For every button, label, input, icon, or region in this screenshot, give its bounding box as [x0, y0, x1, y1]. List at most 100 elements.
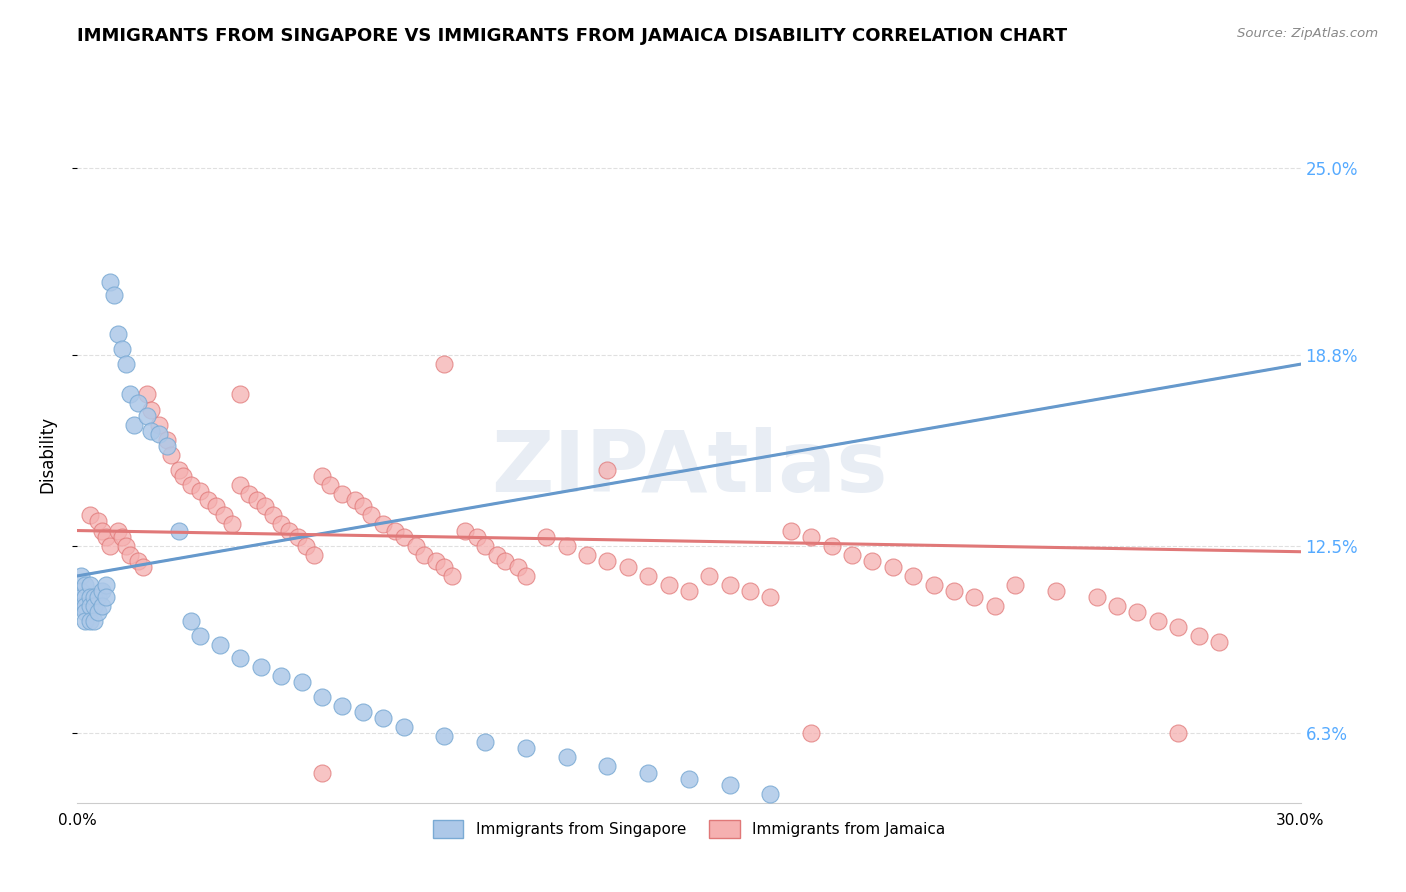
- Point: [384, 524, 406, 538]
- Point: [139, 402, 162, 417]
- Point: [800, 530, 823, 544]
- Point: [515, 569, 537, 583]
- Point: [75, 605, 97, 619]
- Point: [139, 424, 162, 438]
- Point: [83, 615, 105, 629]
- Point: [156, 433, 179, 447]
- Point: [474, 539, 496, 553]
- Point: [188, 629, 211, 643]
- Point: [821, 539, 844, 553]
- Point: [922, 578, 945, 592]
- Point: [250, 659, 273, 673]
- Point: [759, 590, 782, 604]
- Point: [79, 615, 101, 629]
- Point: [148, 417, 170, 432]
- Point: [311, 469, 333, 483]
- Point: [270, 517, 292, 532]
- Point: [862, 554, 884, 568]
- Point: [169, 524, 191, 538]
- Point: [111, 530, 134, 544]
- Point: [1167, 726, 1189, 740]
- Point: [90, 599, 112, 614]
- Point: [433, 357, 456, 371]
- Point: [94, 590, 117, 604]
- Point: [759, 787, 782, 801]
- Point: [1045, 584, 1067, 599]
- Point: [1085, 590, 1108, 604]
- Point: [135, 409, 157, 423]
- Point: [903, 569, 925, 583]
- Point: [115, 357, 138, 371]
- Text: IMMIGRANTS FROM SINGAPORE VS IMMIGRANTS FROM JAMAICA DISABILITY CORRELATION CHAR: IMMIGRANTS FROM SINGAPORE VS IMMIGRANTS …: [77, 27, 1067, 45]
- Point: [111, 342, 134, 356]
- Point: [120, 548, 142, 562]
- Point: [127, 554, 149, 568]
- Point: [441, 569, 464, 583]
- Point: [1126, 605, 1149, 619]
- Point: [405, 539, 427, 553]
- Point: [506, 559, 529, 574]
- Point: [205, 500, 228, 514]
- Point: [156, 439, 179, 453]
- Point: [882, 559, 904, 574]
- Point: [87, 590, 110, 604]
- Point: [617, 559, 640, 574]
- Point: [433, 729, 456, 743]
- Point: [160, 448, 183, 462]
- Point: [197, 493, 219, 508]
- Point: [474, 735, 496, 749]
- Point: [465, 530, 488, 544]
- Legend: Immigrants from Singapore, Immigrants from Jamaica: Immigrants from Singapore, Immigrants fr…: [427, 814, 950, 844]
- Point: [180, 478, 202, 492]
- Point: [294, 539, 316, 553]
- Point: [392, 720, 415, 734]
- Point: [79, 599, 101, 614]
- Point: [555, 539, 578, 553]
- Point: [1147, 615, 1170, 629]
- Point: [79, 590, 101, 604]
- Point: [413, 548, 436, 562]
- Point: [433, 559, 456, 574]
- Point: [94, 578, 117, 592]
- Point: [79, 508, 101, 523]
- Point: [83, 599, 105, 614]
- Point: [371, 517, 394, 532]
- Point: [800, 726, 823, 740]
- Point: [90, 584, 112, 599]
- Point: [229, 387, 252, 401]
- Point: [453, 524, 475, 538]
- Point: [253, 500, 276, 514]
- Point: [425, 554, 447, 568]
- Point: [515, 741, 537, 756]
- Point: [1187, 629, 1209, 643]
- Point: [287, 530, 309, 544]
- Point: [332, 698, 354, 713]
- Point: [103, 287, 125, 301]
- Point: [278, 524, 301, 538]
- Point: [302, 548, 325, 562]
- Point: [740, 584, 762, 599]
- Point: [90, 524, 112, 538]
- Point: [83, 590, 105, 604]
- Point: [180, 615, 202, 629]
- Point: [221, 517, 243, 532]
- Point: [115, 539, 138, 553]
- Point: [311, 765, 333, 780]
- Point: [75, 615, 97, 629]
- Point: [208, 639, 231, 653]
- Point: [718, 578, 741, 592]
- Point: [718, 778, 741, 792]
- Point: [637, 765, 659, 780]
- Point: [332, 487, 354, 501]
- Point: [352, 705, 374, 719]
- Point: [984, 599, 1007, 614]
- Point: [238, 487, 260, 501]
- Point: [963, 590, 986, 604]
- Point: [576, 548, 599, 562]
- Point: [127, 396, 149, 410]
- Text: ZIPAtlas: ZIPAtlas: [491, 427, 887, 510]
- Point: [229, 478, 252, 492]
- Point: [596, 554, 619, 568]
- Point: [212, 508, 235, 523]
- Point: [262, 508, 284, 523]
